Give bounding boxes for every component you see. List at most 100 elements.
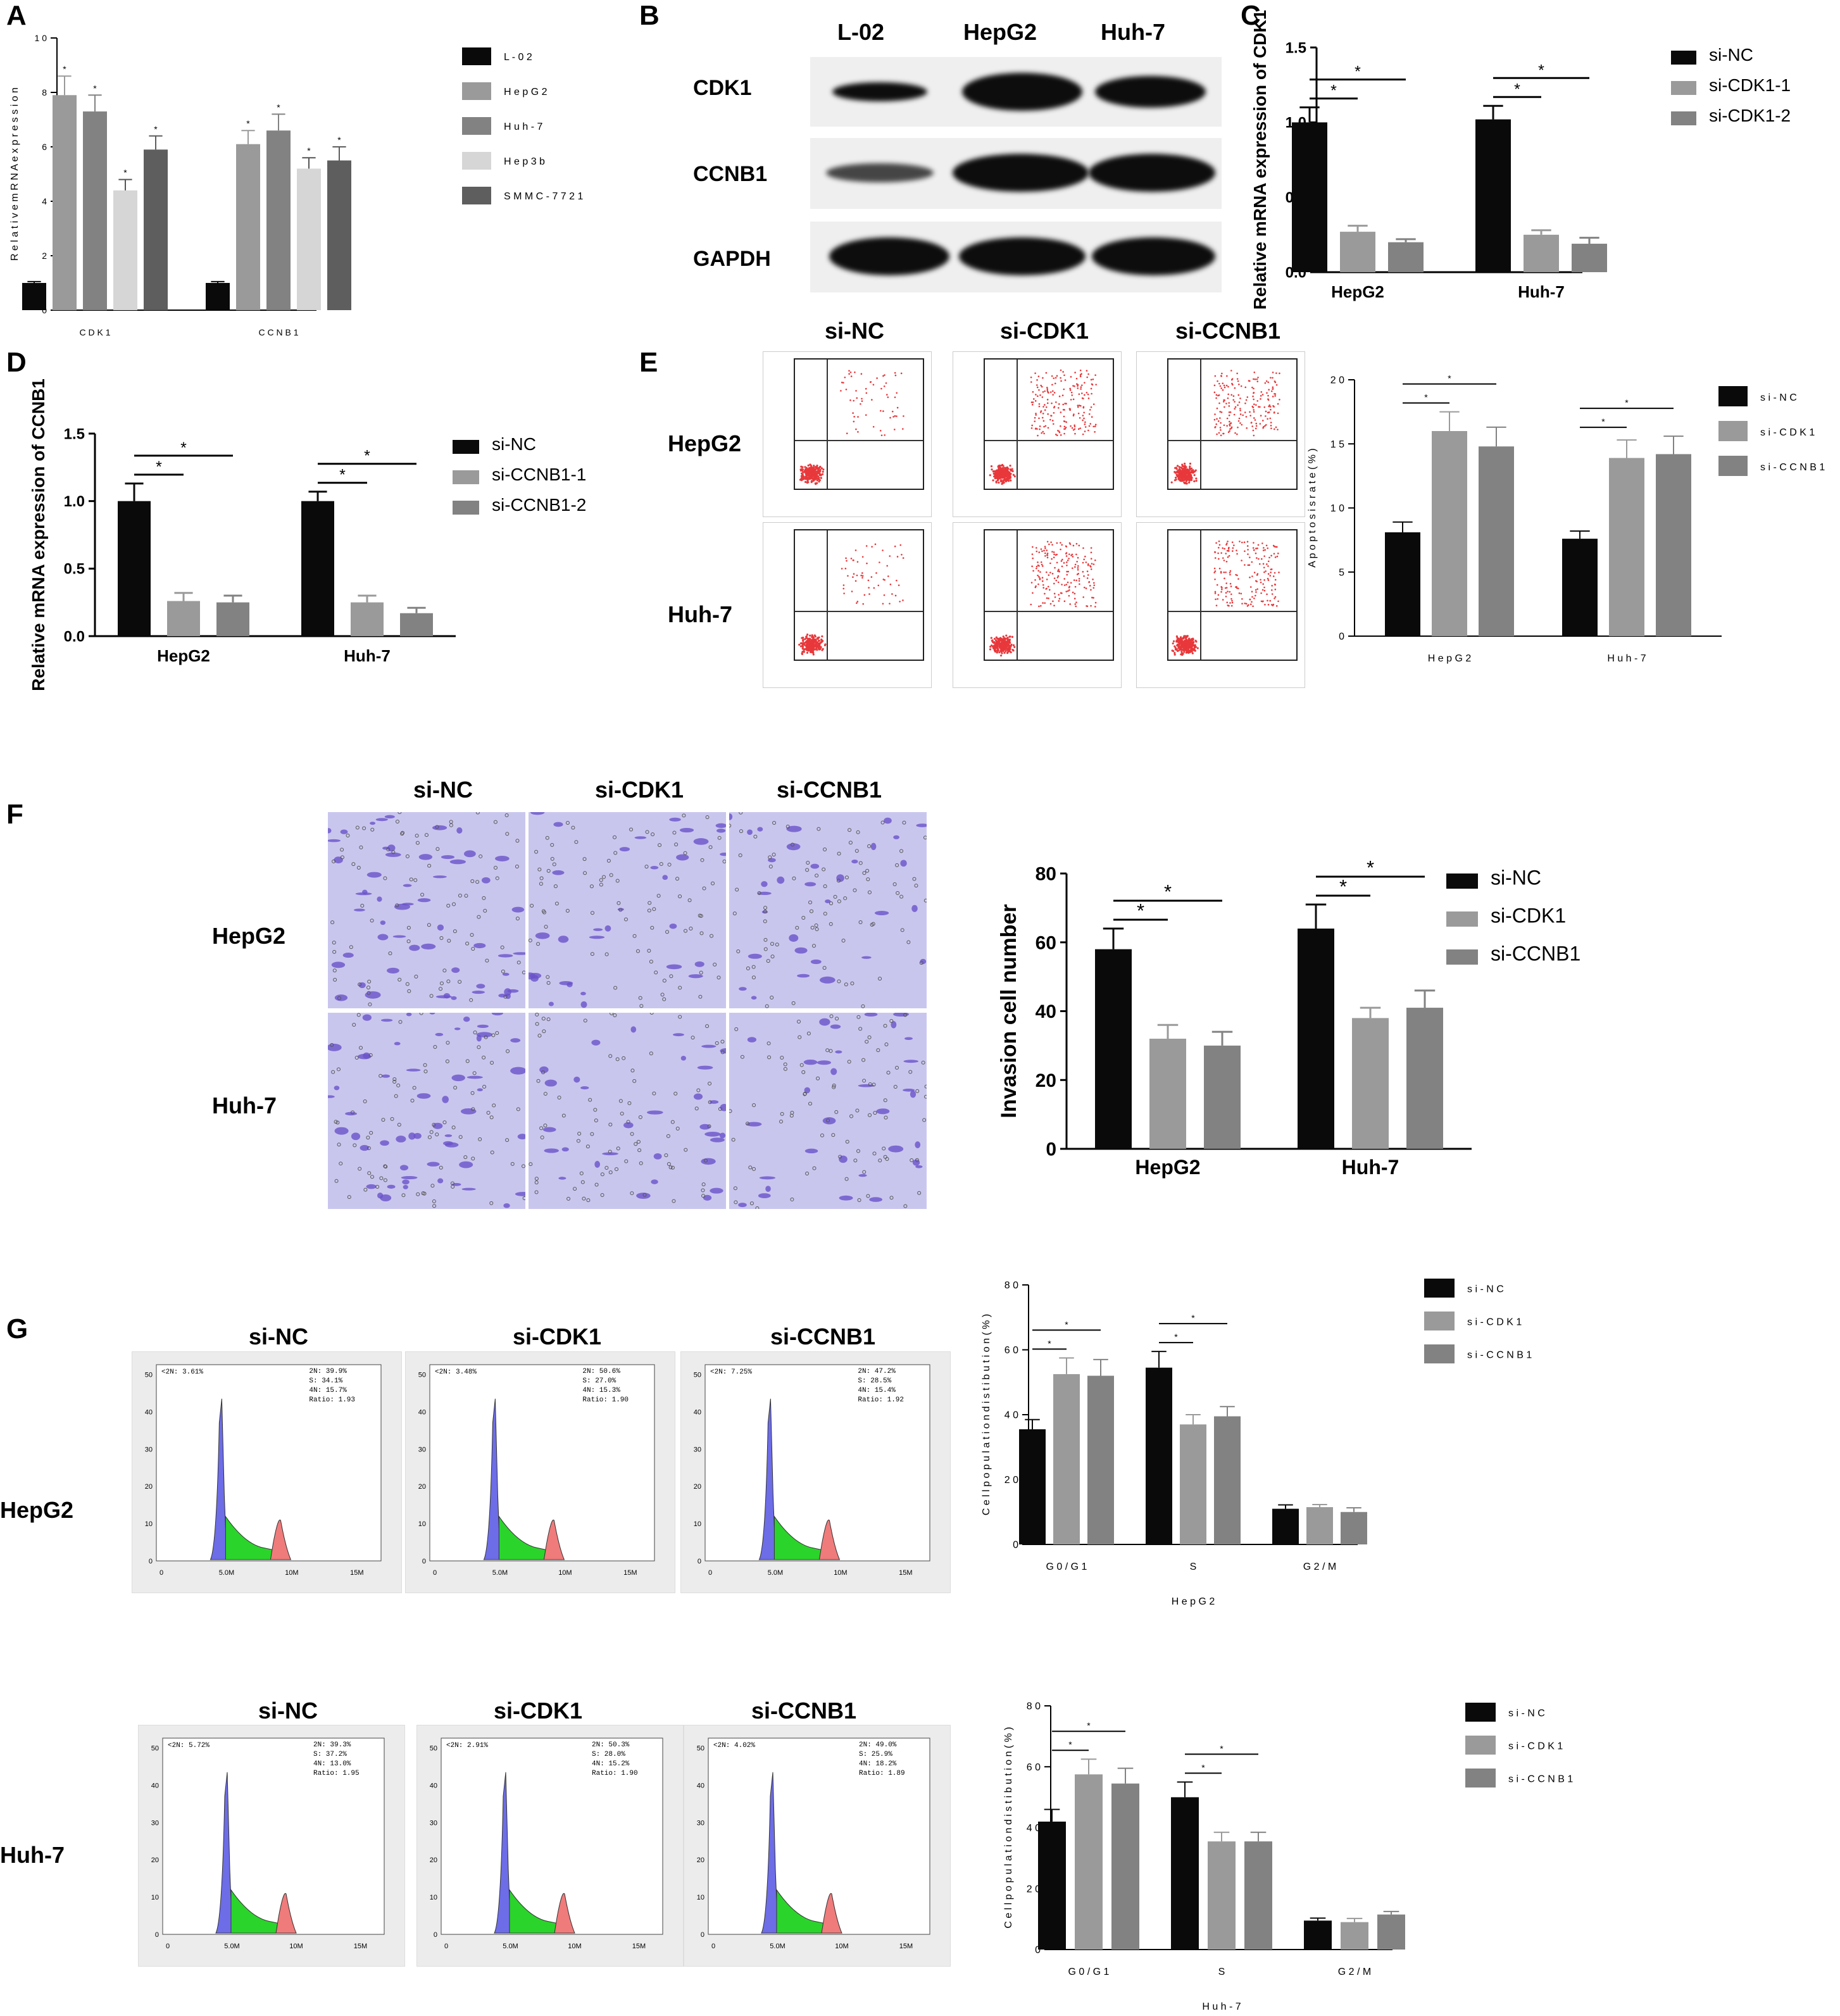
y-tick-label: 1 0 (35, 33, 47, 43)
bar-si-cdk1-2-hepg2 (1388, 242, 1424, 272)
hist-y-tick: 0 (149, 1558, 153, 1565)
y-tick-label: 2 0 (1330, 375, 1344, 386)
x-tick-label-s: S (1218, 1967, 1225, 1977)
plot-frame (429, 1364, 655, 1562)
significance-star: * (156, 458, 162, 476)
y-axis-title: C e l l p o p u l a t i o n d i s t i b … (1003, 1727, 1014, 1928)
lane-label-huh7: Huh-7 (1101, 19, 1165, 45)
phase-stats-readout: 2N: 39.3% S: 37.2% 4N: 13.0% Ratio: 1.95 (313, 1741, 360, 1777)
significance-star: * (1201, 1762, 1205, 1772)
significance-star: * (277, 102, 280, 112)
stained-cells (729, 812, 927, 1008)
histogram-plot: 0 10 20 30 40 50 0 5.0M 10M 15M (430, 1737, 663, 1950)
western-blot-panel: L-02 HepG2 Huh-7 CDK1 CCNB1 GAPDH (684, 13, 1228, 292)
cc-hepg2-col-si-nc: si-NC (248, 1324, 308, 1349)
legend-label-hep3b: H e p 3 b (504, 156, 545, 167)
band-ccnb1-hepg2 (953, 154, 1089, 192)
hist-y-tick: 20 (145, 1483, 153, 1491)
hist-y-tick: 50 (430, 1745, 437, 1753)
quadrant-line (1017, 530, 1018, 660)
invasion-col-si-cdk1: si-CDK1 (594, 777, 684, 803)
significance-star: * (1220, 1743, 1224, 1753)
hist-x-tick: 15M (350, 1569, 363, 1577)
legend-label-si-cdk1-2: si-CDK1-2 (1709, 106, 1791, 125)
hist-y-tick: 40 (418, 1408, 426, 1416)
bar-si-ccnb1-s (1214, 1416, 1241, 1544)
y-tick-label: 0.5 (64, 561, 85, 578)
cell-cycle-histogram: 0 10 20 30 40 50 0 5.0M 10M 15M <2N: 3.61% 2N: 39.9… (132, 1351, 402, 1593)
legend-swatch-si-ccnb1-2 (453, 501, 479, 515)
phase-stats-readout: 2N: 47.2% S: 28.5% 4N: 15.4% Ratio: 1.92 (858, 1368, 904, 1404)
flow-dots (1170, 370, 1280, 485)
hist-x-tick: 5.0M (224, 1943, 239, 1950)
s-phase-area (225, 1515, 273, 1560)
flow-plot-frame (793, 529, 925, 661)
legend-label-si-cdk1: s i - C D K 1 (1467, 1317, 1522, 1328)
bar-si-nc-g0-g1 (1019, 1429, 1046, 1544)
legend-label-si-ccnb1: s i - C C N B 1 (1508, 1774, 1573, 1785)
flow-dots (989, 369, 1097, 485)
cell-cycle-histogram: 0 10 20 30 40 50 0 5.0M 10M 15M <2N: 4.02% 2N: 49.0… (684, 1725, 951, 1967)
bar-si-ccnb1-g0-g1 (1087, 1375, 1114, 1544)
hist-y-tick: 40 (145, 1408, 153, 1416)
quadrant-line (827, 530, 829, 660)
quadrant-line (984, 610, 1113, 612)
cc-row-huh7: Huh-7 (0, 1842, 65, 1868)
hist-y-tick: 30 (418, 1446, 426, 1453)
flow-dots (989, 541, 1097, 657)
s-phase-area (509, 1889, 558, 1934)
y-tick-label: 8 (42, 87, 47, 97)
cc-row-hepg2: HepG2 (0, 1497, 74, 1523)
flow-dots (799, 370, 904, 485)
s-phase-area (230, 1889, 279, 1934)
bar-si-nc-s (1146, 1367, 1172, 1544)
invasion-micrograph (729, 1013, 927, 1209)
significance-star: * (154, 124, 158, 134)
flow-plot (1136, 522, 1305, 688)
significance-star: * (180, 439, 187, 457)
y-tick-label: 0 (1035, 1945, 1041, 1956)
legend-label-si-ccnb1: s i - C C N B 1 (1760, 462, 1825, 473)
x-tick-label-hepg2: HepG2 (1135, 1156, 1200, 1179)
stained-cells (529, 812, 726, 1008)
flow-plot-frame (1167, 529, 1298, 661)
invasion-micrograph (529, 1013, 726, 1209)
bar-si-nc-s (1171, 1797, 1199, 1950)
g2-peak (818, 1519, 841, 1560)
band-gapdh-hepg2 (959, 237, 1086, 275)
bar-si-cdk1-g2-m (1341, 1922, 1368, 1950)
bar-l-02-cdk1 (22, 283, 46, 310)
band-ccnb1-huh7 (1089, 154, 1215, 192)
y-tick-label: 0 (1013, 1540, 1018, 1551)
significance-star: * (1048, 1338, 1051, 1348)
plot-frame (708, 1737, 930, 1935)
significance-star: * (1068, 1739, 1072, 1750)
invasion-micrograph (529, 812, 726, 1008)
flow-col-si-ccnb1: si-CCNB1 (1175, 318, 1281, 344)
y-tick-label: 2 0 (1004, 1475, 1018, 1486)
y-tick-label: 8 0 (1027, 1701, 1041, 1712)
y-tick-label: 4 0 (1004, 1410, 1018, 1421)
hist-y-tick: 0 (422, 1558, 426, 1565)
hist-y-tick: 10 (418, 1520, 426, 1528)
cc-huh7-col-si-ccnb1: si-CCNB1 (751, 1698, 857, 1724)
flow-plot-frame (793, 358, 925, 491)
legend-swatch-si-ccnb1 (1465, 1769, 1496, 1787)
significance-star: * (307, 146, 311, 156)
panel-label-b: B (639, 0, 660, 31)
significance-star: * (337, 135, 341, 145)
bar-si-ccnb1-hepg2 (1479, 446, 1514, 636)
chart-f-invasion: 0 20 40 60 80 Invasion cell number * * HepG2 * * Hu… (997, 856, 1580, 1179)
hist-x-tick: 5.0M (770, 1943, 785, 1950)
g2-peak (554, 1893, 575, 1934)
flow-plot-frame (983, 358, 1115, 491)
hist-y-tick: 30 (697, 1819, 704, 1827)
bar-si-cdk1-s (1208, 1841, 1236, 1950)
significance-star: * (1137, 899, 1144, 922)
bar-si-cdk1-g0-g1 (1053, 1374, 1080, 1544)
hist-y-tick: 10 (697, 1894, 704, 1901)
legend-swatch-si-cdk1 (1446, 911, 1478, 927)
x-tick-label-g0-g1: G 0 / G 1 (1046, 1562, 1087, 1572)
y-axis-title: Relative mRNA expression of CDK1 (1250, 10, 1270, 310)
